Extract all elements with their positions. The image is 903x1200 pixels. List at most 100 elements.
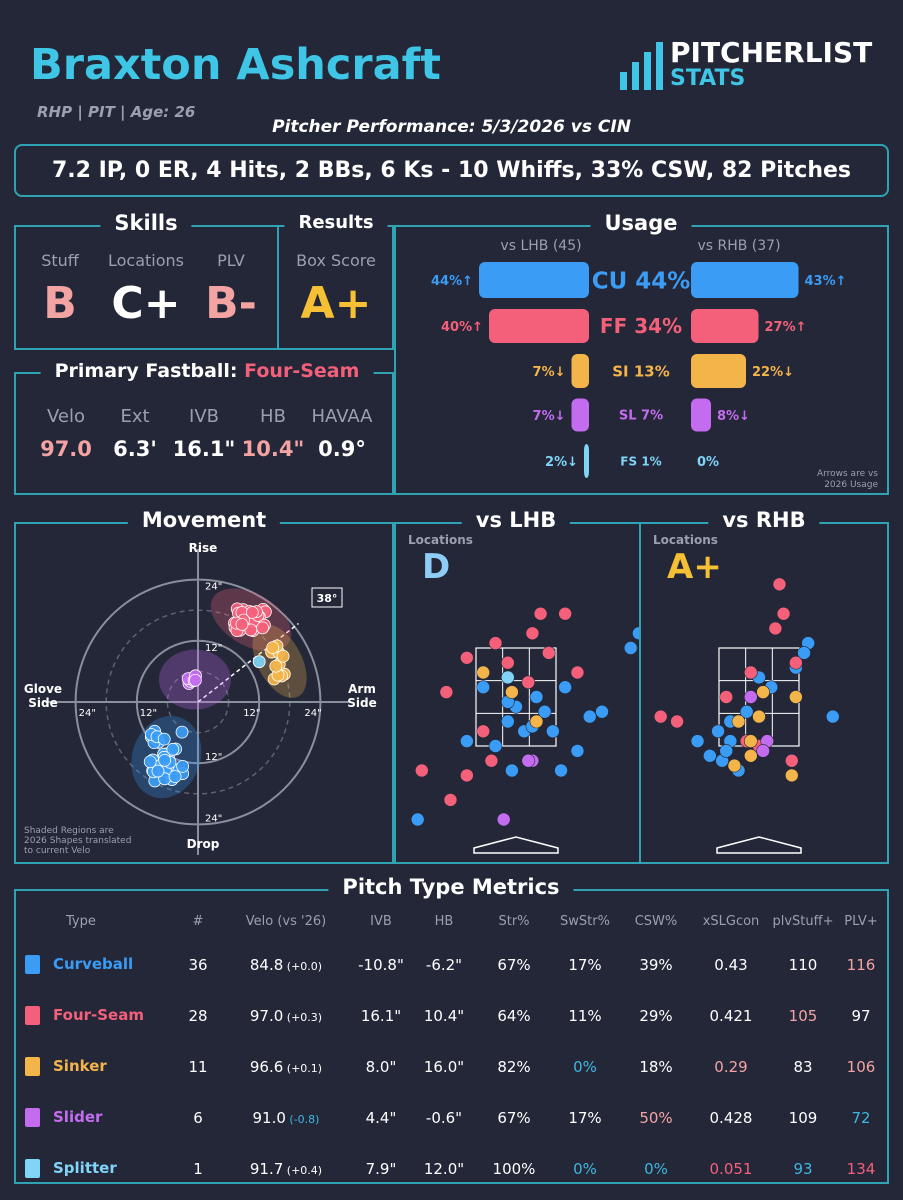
- lhb-sl-location-point: [496, 812, 511, 827]
- lhb-cu-location-point: [558, 680, 572, 694]
- pitch-color-swatch: [25, 1006, 40, 1025]
- col-count: #: [192, 913, 204, 929]
- skills-divider: [277, 225, 279, 350]
- plv-value: 106: [846, 1057, 876, 1076]
- velo-value: 91.0: [252, 1108, 286, 1127]
- skills-panel: [14, 225, 394, 350]
- arm-angle-label: 38°: [317, 592, 338, 605]
- lhb-cu-location-point: [488, 739, 503, 753]
- rhb-ff-location-point: [784, 753, 799, 768]
- rhb-si-location-point: [756, 685, 770, 699]
- lhb-title: vs LHB: [461, 508, 571, 532]
- velo-cell: 91.0 (-0.8): [222, 1092, 350, 1143]
- movement-note-line-2: 2026 Shapes translated: [24, 836, 131, 846]
- rhb-ff-location-point: [768, 621, 783, 636]
- rise-label: Rise: [189, 541, 218, 555]
- lhb-si-location-point: [476, 665, 491, 680]
- ivb-value: 16.1": [360, 1006, 402, 1025]
- csw-pct: 39%: [639, 955, 673, 974]
- cu-movement-point: [158, 753, 172, 767]
- si-movement-point: [269, 659, 283, 673]
- metrics-table: Type # Velo (vs '26) IVB HB Str% SwStr% …: [24, 903, 884, 1194]
- rhb-cu-location-point: [703, 749, 717, 763]
- velo-cell: 96.6 (+0.1): [222, 1041, 350, 1092]
- lhb-ff-location-point: [443, 793, 458, 807]
- plv-value: 134: [846, 1159, 876, 1178]
- si-rhb-pct: 22%↓: [752, 365, 794, 380]
- glove-side-label-1: Glove: [24, 682, 62, 696]
- usage-chart: vs LHB (45) vs RHB (37) 44%↑ 43%↑ CU 44% 40%↑…: [431, 238, 878, 490]
- hb-label: HB: [260, 406, 286, 427]
- statline: 7.2 IP, 0 ER, 4 Hits, 2 BBs, 6 Ks - 10 W…: [51, 158, 852, 183]
- col-swstr: SwStr%: [560, 913, 610, 929]
- lhb-cu-location-point: [537, 704, 552, 719]
- plv-value: 97: [851, 1006, 871, 1025]
- pitch-type-name: Splitter: [53, 1159, 117, 1177]
- sl-movement-point: [188, 673, 202, 687]
- xslgcon-value: 0.43: [714, 955, 748, 974]
- locations-grade: C+: [111, 278, 181, 329]
- rhb-cu-location-point: [711, 724, 725, 739]
- havaa-label: HAVAA: [311, 406, 373, 427]
- table-row: Curveball 36 84.8 (+0.0) -10.8" -6.2" 67% 17% 3…: [24, 939, 884, 990]
- csw-pct: 29%: [639, 1006, 673, 1025]
- sl-lhb-pct: 7%↓: [533, 409, 566, 424]
- lhb-home-plate: [473, 836, 559, 854]
- lhb-fs-location-point: [501, 670, 515, 685]
- rhb-title: vs RHB: [708, 508, 820, 532]
- cu-movement-point: [176, 759, 190, 773]
- skills-title: Skills: [100, 211, 192, 235]
- sl-rhb-bar: [691, 398, 711, 432]
- strike-pct: 64%: [497, 1006, 531, 1025]
- ff-overall-label: FF 34%: [600, 314, 682, 338]
- statline-box: 7.2 IP, 0 ER, 4 Hits, 2 BBs, 6 Ks - 10 W…: [14, 144, 889, 197]
- rhb-ff-location-point: [772, 577, 787, 592]
- velo-cell: 91.7 (+0.4): [222, 1143, 350, 1194]
- rhb-cu-location-point: [739, 704, 754, 719]
- plv-stuff-value: 83: [793, 1057, 813, 1076]
- ivb-value: 7.9": [365, 1159, 397, 1178]
- pitch-type-cell: Splitter: [24, 1143, 174, 1194]
- lhb-cu-location-point: [501, 714, 515, 729]
- cu-movement-point: [143, 755, 157, 769]
- rhb-ff-location-point: [744, 665, 758, 680]
- ivb-value: -10.8": [358, 955, 404, 974]
- tick-top-12: 12": [205, 643, 222, 654]
- cu-lhb-bar: [479, 262, 589, 298]
- tick-right-24: 24": [304, 708, 321, 719]
- lhb-cu-location-point: [570, 744, 585, 758]
- rhb-ff-location-point: [670, 714, 684, 729]
- lhb-cu-location-point: [529, 690, 544, 704]
- pitch-count: 6: [193, 1108, 203, 1127]
- strike-pct: 67%: [497, 955, 531, 974]
- lhb-ff-location-point: [533, 606, 548, 621]
- lhb-si-location-point: [505, 685, 519, 699]
- plv-grade: B-: [205, 278, 257, 329]
- col-plv: PLV+: [844, 913, 878, 929]
- strike-pct: 82%: [497, 1057, 531, 1076]
- metrics-header-row: Type # Velo (vs '26) IVB HB Str% SwStr% …: [24, 903, 884, 939]
- cu-overall-label: CU 44%: [592, 268, 691, 294]
- performance-title: Pitcher Performance: 5/3/2026 vs CIN: [272, 117, 631, 137]
- hb-value: -0.6": [425, 1108, 463, 1127]
- velo-value: 84.8: [249, 955, 284, 974]
- rhb-locations-grade: A+: [667, 547, 722, 587]
- fastball-type: Four-Seam: [244, 360, 360, 382]
- plv-stuff-value: 109: [788, 1108, 818, 1127]
- results-title: Results: [284, 212, 388, 233]
- pitch-type-cell: Curveball: [24, 939, 174, 990]
- col-xslg: xSLGcon: [702, 913, 760, 929]
- cu-movement-point: [168, 770, 182, 784]
- rhb-si-location-point: [744, 734, 758, 748]
- velo-delta: (+0.4): [283, 1163, 323, 1177]
- rhb-sl-location-point: [756, 744, 770, 758]
- lhb-cu-location-point: [595, 704, 609, 719]
- lhb-cu-location-point: [410, 812, 425, 827]
- tick-left-12: 12": [140, 708, 157, 719]
- col-velo: Velo (vs '26): [245, 913, 327, 929]
- logo-text-bottom: STATS: [670, 66, 746, 91]
- lhb-cu-location-point: [554, 763, 568, 778]
- rhb-ff-location-point: [719, 690, 734, 704]
